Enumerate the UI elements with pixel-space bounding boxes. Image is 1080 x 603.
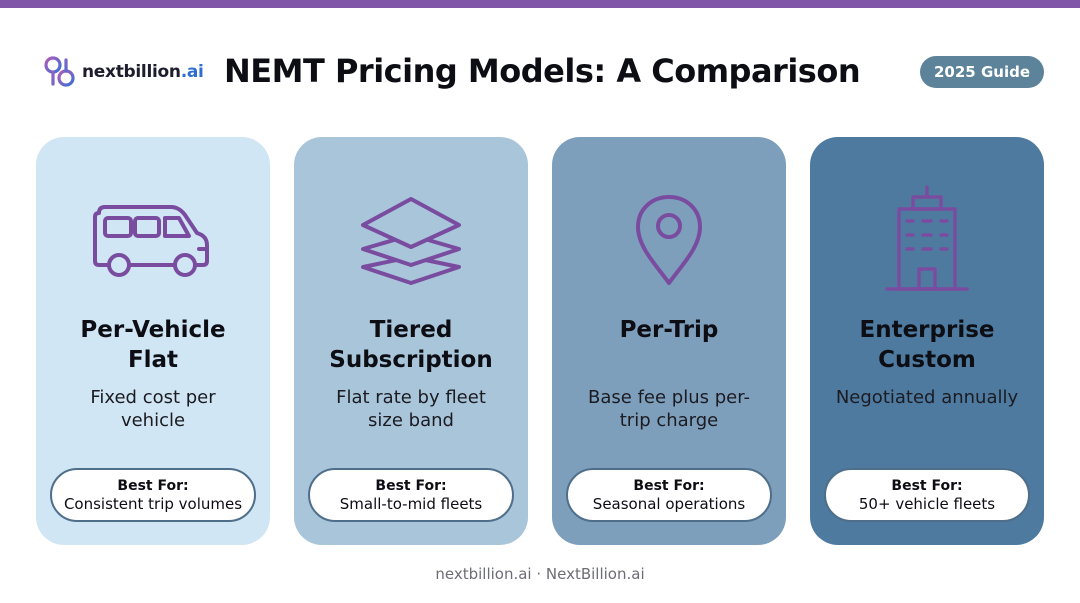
pricing-card-per-trip[interactable]: Per-Trip Base fee plus per-trip charge B…	[552, 137, 786, 545]
best-for-label: Best For:	[117, 477, 189, 494]
card-title: Per-Vehicle Flat	[80, 317, 226, 373]
pricing-cards: Per-Vehicle Flat Fixed cost per vehicle …	[36, 137, 1044, 545]
building-icon	[810, 183, 1044, 293]
page-title: NEMT Pricing Models: A Comparison	[224, 52, 861, 90]
nextbillion-logo-icon	[44, 56, 75, 87]
logo[interactable]: nextbillion.ai	[42, 54, 204, 90]
logo-text: nextbillion.ai	[82, 62, 204, 82]
guide-badge: 2025 Guide	[920, 56, 1044, 88]
card-description: Negotiated annually	[835, 387, 1019, 408]
card-description: Fixed cost per vehicle	[90, 387, 216, 431]
layers-icon	[294, 191, 528, 291]
header: nextbillion.ai NEMT Pricing Models: A Co…	[0, 48, 1080, 98]
footer-credit: nextbillion.ai · NextBillion.ai	[435, 565, 645, 583]
card-title: Per-Trip	[619, 317, 719, 343]
pricing-card-per-vehicle[interactable]: Per-Vehicle Flat Fixed cost per vehicle …	[36, 137, 270, 545]
best-for-label: Best For:	[891, 477, 963, 494]
top-accent-bar	[0, 0, 1080, 8]
best-for-label: Best For:	[633, 477, 705, 494]
card-description: Base fee plus per-trip charge	[588, 387, 750, 431]
best-for-pill: Best For: Consistent trip volumes	[50, 468, 256, 522]
best-for-pill: Best For: Seasonal operations	[566, 468, 772, 522]
van-icon	[36, 191, 270, 291]
pricing-card-tiered-subscription[interactable]: Tiered Subscription Flat rate by fleet s…	[294, 137, 528, 545]
card-title: Enterprise Custom	[859, 317, 995, 373]
card-title: Tiered Subscription	[329, 317, 493, 373]
card-description: Flat rate by fleet size band	[336, 387, 486, 431]
best-for-pill: Best For: 50+ vehicle fleets	[824, 468, 1030, 522]
best-for-label: Best For:	[375, 477, 447, 494]
map-pin-icon	[552, 191, 786, 291]
best-for-value: Seasonal operations	[592, 494, 746, 513]
best-for-value: 50+ vehicle fleets	[858, 494, 996, 513]
best-for-value: Small-to-mid fleets	[339, 494, 483, 513]
pricing-card-enterprise-custom[interactable]: Enterprise Custom Negotiated annually Be…	[810, 137, 1044, 545]
best-for-value: Consistent trip volumes	[63, 494, 243, 513]
best-for-pill: Best For: Small-to-mid fleets	[308, 468, 514, 522]
